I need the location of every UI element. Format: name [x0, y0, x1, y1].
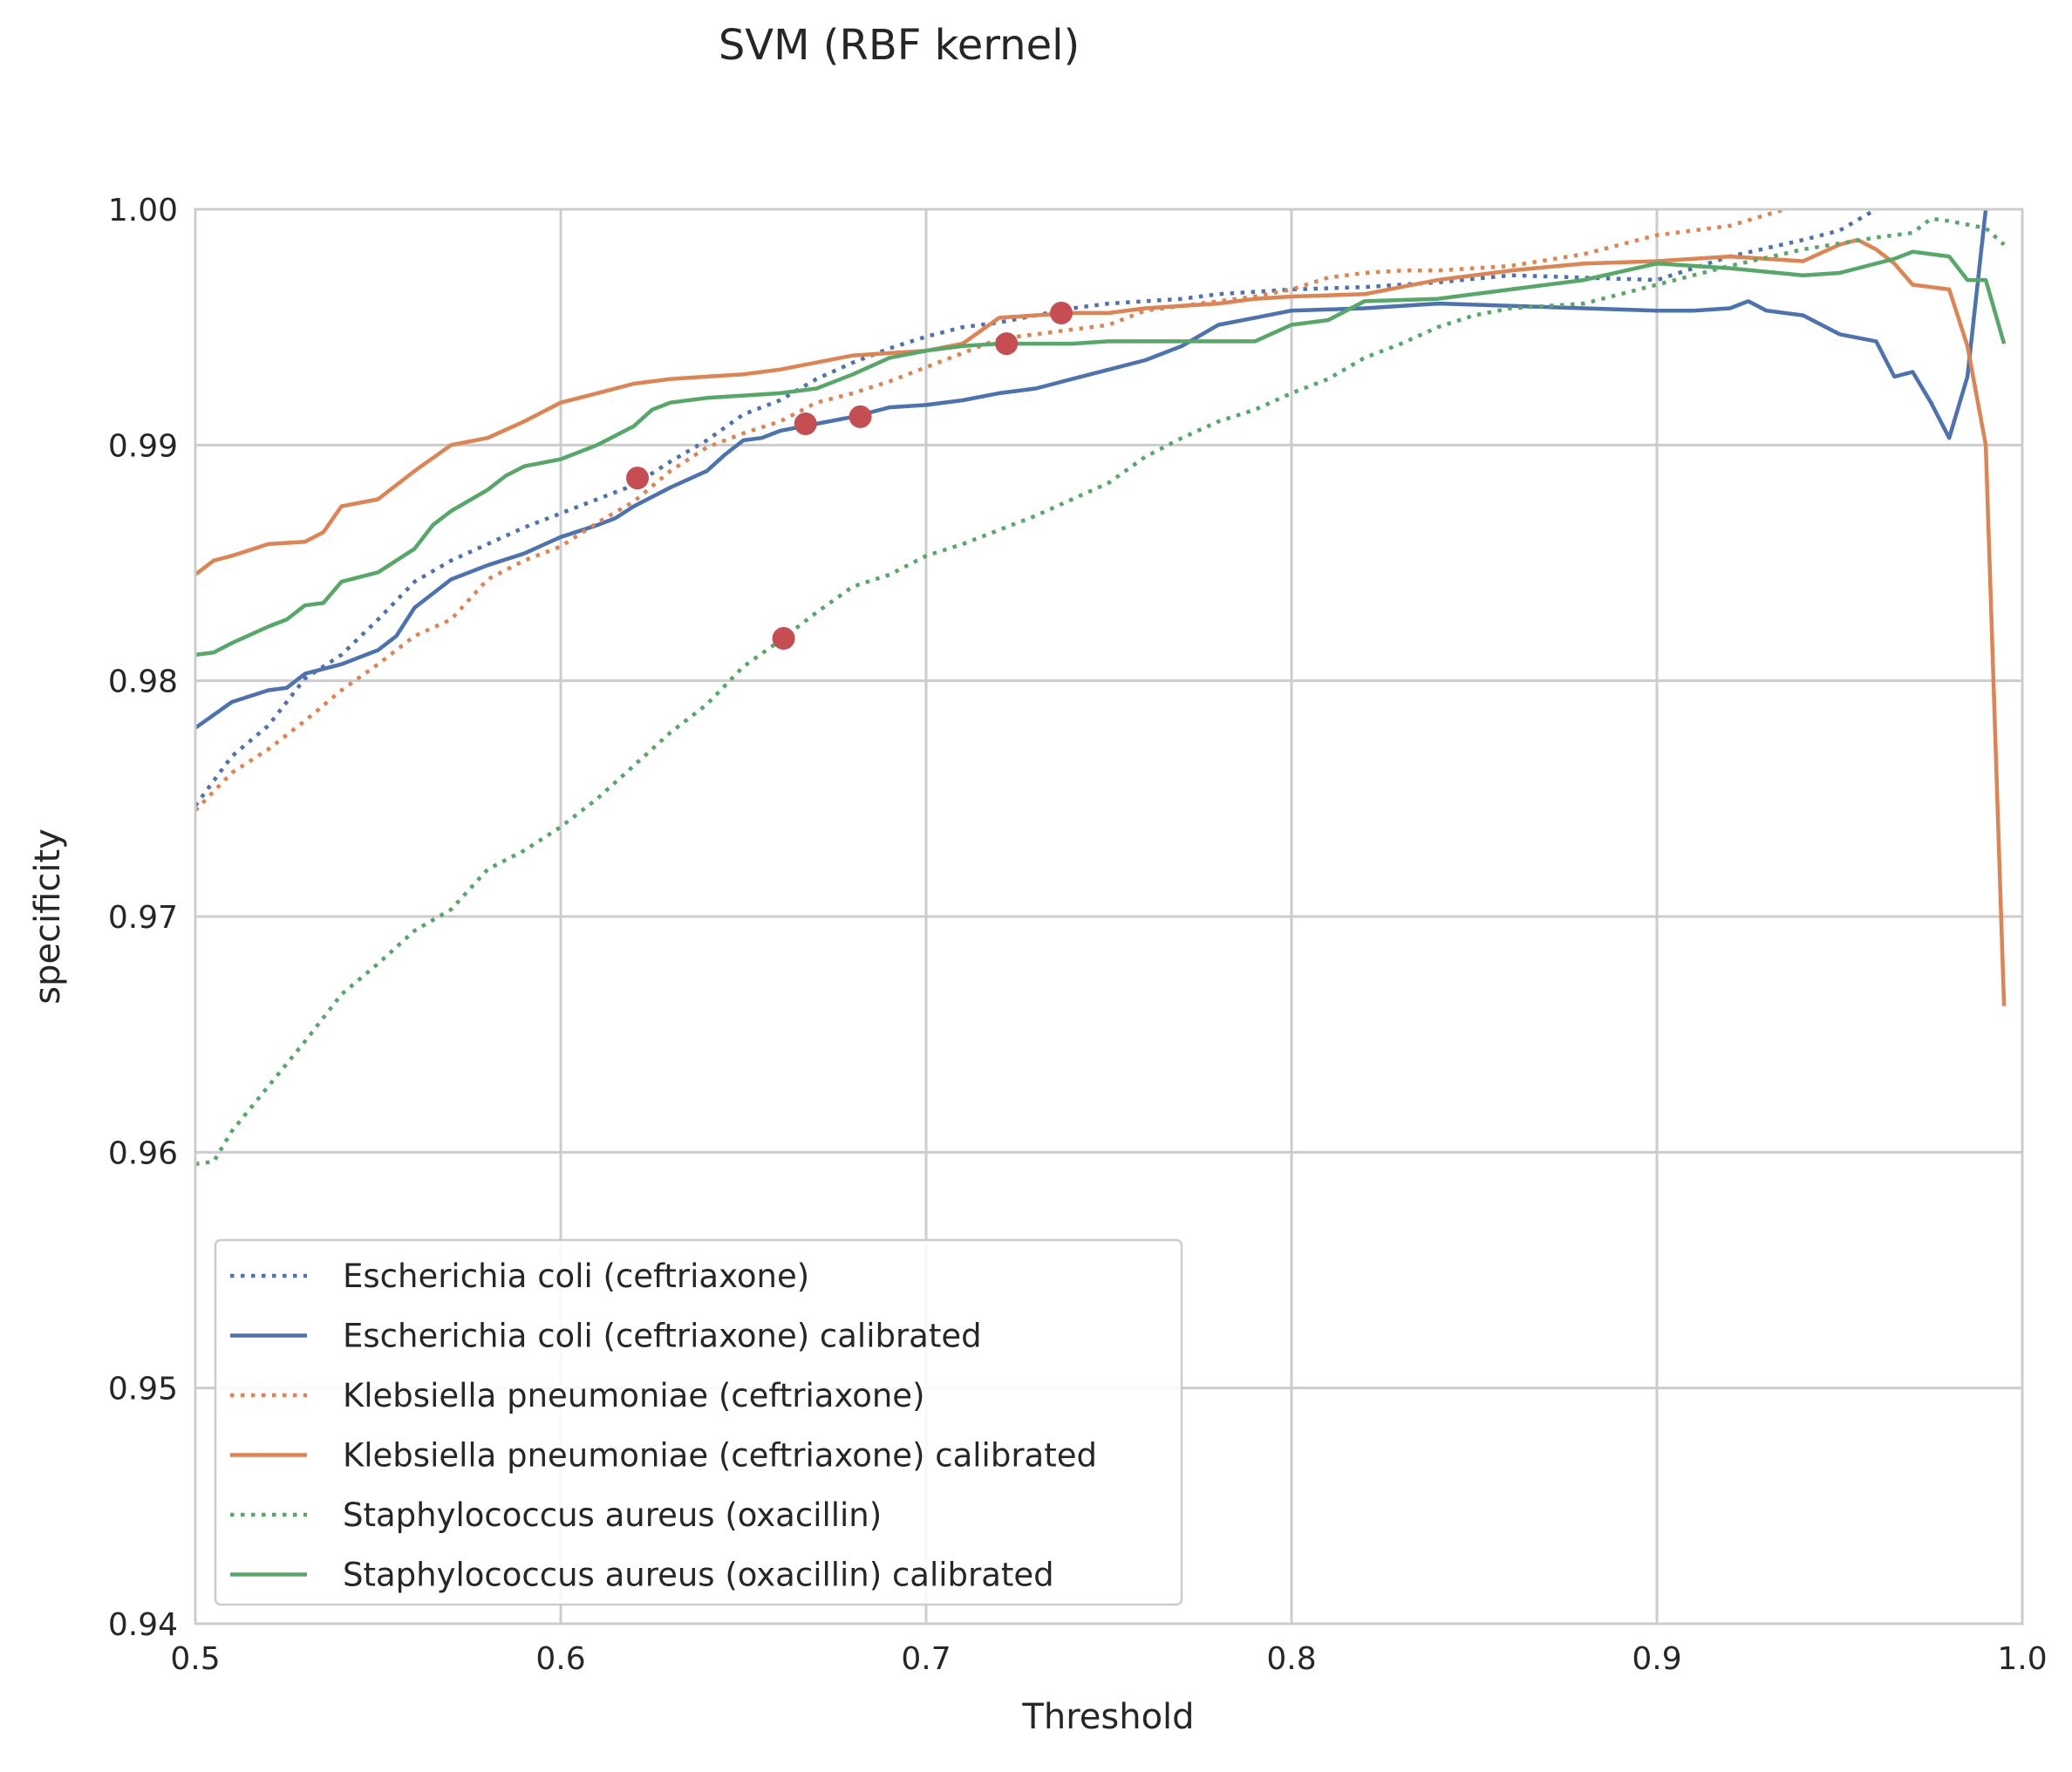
series-line-1	[195, 208, 1878, 808]
legend-label-5: Staphylococcus aureus (oxacillin)	[343, 1496, 882, 1534]
y-tick-label: 0.96	[108, 1135, 178, 1171]
x-tick-label: 1.0	[1997, 1641, 2047, 1677]
y-tick-label: 0.99	[108, 428, 178, 464]
y-tick-label: 0.97	[108, 900, 178, 936]
y-tick-label: 0.95	[108, 1372, 178, 1407]
x-axis-label: Threshold	[1021, 1697, 1194, 1737]
series-line-6	[195, 249, 2007, 658]
x-tick-label: 0.7	[901, 1641, 951, 1677]
legend-label-2: Escherichia coli (ceftriaxone) calibrate…	[343, 1318, 982, 1355]
marker-layer	[625, 301, 1073, 651]
legend-label-4: Klebsiella pneumoniae (ceftriaxone) cali…	[343, 1437, 1097, 1475]
series-line-5	[195, 216, 2006, 1167]
threshold-marker-5	[1050, 301, 1073, 324]
legend-label-3: Klebsiella pneumoniae (ceftriaxone)	[343, 1377, 925, 1414]
series-line-3	[195, 208, 1786, 812]
series-line-2	[195, 208, 1988, 730]
legend: Escherichia coli (ceftriaxone) Escherichi…	[214, 1238, 1183, 1606]
y-tick-label: 0.98	[108, 664, 178, 700]
threshold-marker-4	[995, 332, 1019, 356]
chart-title: SVM (RBF kernel)	[719, 21, 1080, 70]
x-tick-label: 0.5	[170, 1641, 220, 1677]
series-line-4	[195, 237, 2007, 1006]
x-tick-label: 0.6	[535, 1641, 585, 1677]
legend-label-6: Staphylococcus aureus (oxacillin) calibr…	[343, 1557, 1054, 1594]
series-layer	[195, 208, 2007, 1167]
legend-box	[214, 1238, 1183, 1606]
threshold-marker-3	[849, 405, 872, 428]
y-tick-labels: 0.94 0.95 0.96 0.97 0.98 0.99 1.00	[108, 193, 178, 1643]
legend-label-1: Escherichia coli (ceftriaxone)	[343, 1257, 809, 1295]
x-tick-label: 0.8	[1266, 1641, 1316, 1677]
y-axis-label: specificity	[28, 828, 68, 1005]
y-tick-label: 0.94	[108, 1607, 178, 1643]
threshold-marker-6	[772, 627, 795, 651]
y-tick-label: 1.00	[108, 193, 178, 228]
x-tick-labels: 0.5 0.6 0.7 0.8 0.9 1.0	[170, 1641, 2047, 1677]
plot-frame	[194, 208, 2024, 1625]
x-tick-label: 0.9	[1632, 1641, 1681, 1677]
threshold-marker-1	[625, 467, 649, 490]
threshold-marker-2	[794, 412, 817, 436]
